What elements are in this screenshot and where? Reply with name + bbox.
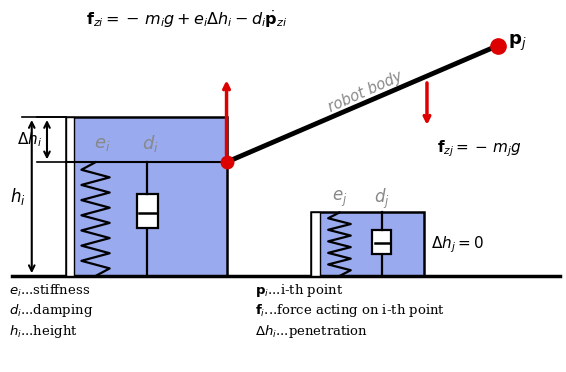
Bar xyxy=(311,212,424,276)
Text: $h_i$...height: $h_i$...height xyxy=(9,323,78,340)
Bar xyxy=(137,194,158,228)
Text: $e_i$...stiffness: $e_i$...stiffness xyxy=(9,283,91,299)
Text: $d_j$: $d_j$ xyxy=(374,187,390,211)
Text: $d_i$: $d_i$ xyxy=(142,133,158,154)
Text: $\mathbf{p}_j$: $\mathbf{p}_j$ xyxy=(508,33,526,53)
Text: $\Delta h_j = 0$: $\Delta h_j = 0$ xyxy=(431,234,484,254)
Bar xyxy=(66,117,74,276)
Text: $d_i$...damping: $d_i$...damping xyxy=(9,302,93,320)
Text: $e_j$: $e_j$ xyxy=(332,189,347,209)
Text: $\Delta h_i$: $\Delta h_i$ xyxy=(18,130,42,149)
Text: $e_i$: $e_i$ xyxy=(94,135,110,153)
Text: $h_i$: $h_i$ xyxy=(10,186,26,207)
Text: $\mathbf{p}_i$...i-th point: $\mathbf{p}_i$...i-th point xyxy=(255,282,343,299)
Text: $\mathbf{f}_i$...force acting on i-th point: $\mathbf{f}_i$...force acting on i-th po… xyxy=(255,302,445,320)
Text: $\mathbf{f}_{zi} = -\,m_i g + e_i \Delta h_i - d_i \dot{\mathbf{p}}_{zi}$: $\mathbf{f}_{zi} = -\,m_i g + e_i \Delta… xyxy=(87,9,288,30)
Bar xyxy=(66,117,226,276)
Text: robot body: robot body xyxy=(325,68,404,115)
Text: $\Delta h_i$...penetration: $\Delta h_i$...penetration xyxy=(255,323,368,340)
Bar xyxy=(311,212,320,276)
Text: $\mathbf{f}_{zj} = -\,m_j g$: $\mathbf{f}_{zj} = -\,m_j g$ xyxy=(436,139,522,159)
Bar xyxy=(372,230,392,254)
